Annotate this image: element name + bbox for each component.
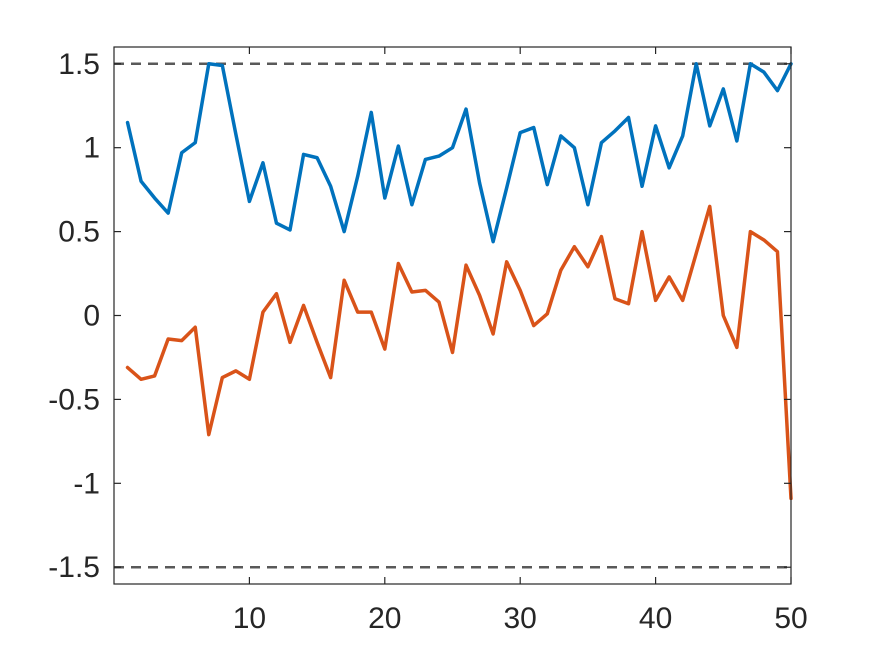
plot-area	[114, 47, 791, 584]
x-tick-label: 10	[233, 602, 266, 635]
y-tick-label: 0.5	[58, 216, 100, 249]
x-tick-label: 40	[639, 602, 672, 635]
y-tick-label: 1.5	[58, 48, 100, 81]
y-tick-label: 0	[83, 300, 100, 333]
x-tick-label: 30	[504, 602, 537, 635]
plot-background	[114, 47, 791, 584]
y-tick-label: -1.5	[48, 551, 100, 584]
x-tick-label: 50	[774, 602, 807, 635]
y-tick-label: -1	[73, 467, 100, 500]
x-tick-labels: 10 20 30 40 50	[233, 602, 808, 635]
y-tick-label: 1	[83, 132, 100, 165]
series-1-line	[125, 62, 793, 244]
axes	[113, 46, 792, 585]
y-tick-label: -0.5	[48, 383, 100, 416]
x-tick-label: 20	[368, 602, 401, 635]
y-tick-labels: 1.5 1 0.5 0 -0.5 -1 -1.5	[48, 48, 100, 584]
series-2-line	[125, 204, 793, 501]
series-layer	[125, 62, 793, 501]
reference-lines	[114, 62, 791, 569]
